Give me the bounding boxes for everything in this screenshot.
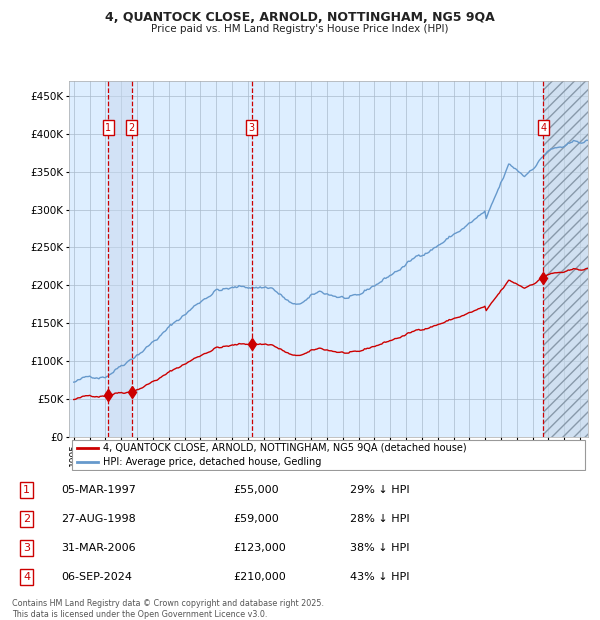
Text: 29% ↓ HPI: 29% ↓ HPI xyxy=(350,485,409,495)
Text: 2: 2 xyxy=(128,123,134,133)
Text: Price paid vs. HM Land Registry's House Price Index (HPI): Price paid vs. HM Land Registry's House … xyxy=(151,24,449,33)
Bar xyxy=(544,81,588,437)
Text: HPI: Average price, detached house, Gedling: HPI: Average price, detached house, Gedl… xyxy=(103,458,321,467)
Text: £123,000: £123,000 xyxy=(233,543,286,553)
Text: 1: 1 xyxy=(105,123,111,133)
Text: 05-MAR-1997: 05-MAR-1997 xyxy=(61,485,136,495)
Text: £210,000: £210,000 xyxy=(233,572,286,582)
Text: 2: 2 xyxy=(23,514,30,524)
Text: 3: 3 xyxy=(23,543,30,553)
Text: 1: 1 xyxy=(23,485,30,495)
FancyBboxPatch shape xyxy=(71,440,586,470)
Text: Contains HM Land Registry data © Crown copyright and database right 2025.
This d: Contains HM Land Registry data © Crown c… xyxy=(12,600,324,619)
Text: 43% ↓ HPI: 43% ↓ HPI xyxy=(350,572,409,582)
Bar xyxy=(544,81,588,437)
Text: 28% ↓ HPI: 28% ↓ HPI xyxy=(350,514,409,524)
Text: 31-MAR-2006: 31-MAR-2006 xyxy=(61,543,136,553)
Text: £55,000: £55,000 xyxy=(233,485,279,495)
Text: 3: 3 xyxy=(248,123,255,133)
Text: 4: 4 xyxy=(23,572,30,582)
Bar xyxy=(108,81,131,437)
Text: 4, QUANTOCK CLOSE, ARNOLD, NOTTINGHAM, NG5 9QA: 4, QUANTOCK CLOSE, ARNOLD, NOTTINGHAM, N… xyxy=(105,11,495,24)
Text: 4, QUANTOCK CLOSE, ARNOLD, NOTTINGHAM, NG5 9QA (detached house): 4, QUANTOCK CLOSE, ARNOLD, NOTTINGHAM, N… xyxy=(103,443,466,453)
Text: £59,000: £59,000 xyxy=(233,514,279,524)
Text: 38% ↓ HPI: 38% ↓ HPI xyxy=(350,543,409,553)
Text: 27-AUG-1998: 27-AUG-1998 xyxy=(61,514,136,524)
Text: 06-SEP-2024: 06-SEP-2024 xyxy=(61,572,133,582)
Text: 4: 4 xyxy=(541,123,547,133)
